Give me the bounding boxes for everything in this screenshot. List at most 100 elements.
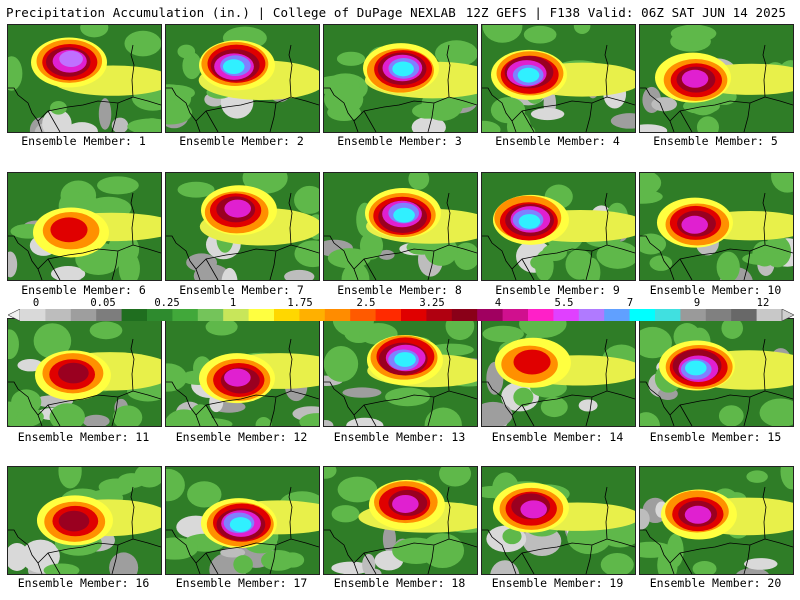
precip-map xyxy=(324,25,477,132)
precip-colorbar xyxy=(8,309,794,321)
precip-map xyxy=(166,25,319,132)
precip-field xyxy=(166,467,319,574)
precip-map xyxy=(640,467,793,574)
precip-map xyxy=(324,467,477,574)
ensemble-member-label: Ensemble Member: 5 xyxy=(653,134,778,148)
colorbar-tick-label: 7 xyxy=(626,297,634,309)
precip-field xyxy=(640,173,793,280)
coastline-outline xyxy=(166,44,319,132)
colorbar-swatch xyxy=(350,309,377,321)
coastline-outline xyxy=(166,486,319,574)
colorbar-tick-label: 0 xyxy=(32,297,40,309)
colorbar-swatch xyxy=(477,309,504,321)
coastline-outline xyxy=(482,192,635,280)
precip-map xyxy=(166,467,319,574)
colorbar-left-arrow xyxy=(8,309,21,321)
colorbar-tick-label: 1 xyxy=(229,297,237,309)
colorbar-swatch xyxy=(731,309,758,321)
ensemble-member-label: Ensemble Member: 1 xyxy=(21,134,146,148)
precip-map xyxy=(640,25,793,132)
precip-map xyxy=(640,319,793,426)
ensemble-map-panel xyxy=(165,318,320,427)
colorbar-swatch xyxy=(147,309,173,321)
ensemble-member-label: Ensemble Member: 15 xyxy=(649,430,782,444)
precip-field xyxy=(640,319,793,426)
ensemble-map-panel xyxy=(165,24,320,133)
ensemble-member-label: Ensemble Member: 3 xyxy=(337,134,462,148)
precip-field xyxy=(8,173,161,280)
precip-field xyxy=(482,319,635,426)
ensemble-map-panel xyxy=(165,466,320,575)
ensemble-member-label: Ensemble Member: 13 xyxy=(333,430,466,444)
colorbar-swatch xyxy=(629,309,656,321)
precip-map xyxy=(324,173,477,280)
colorbar-swatch xyxy=(70,309,97,321)
colorbar-swatch xyxy=(578,309,605,321)
coastline-outline xyxy=(166,338,319,426)
precip-field xyxy=(8,467,161,574)
ensemble-member-label: Ensemble Member: 9 xyxy=(495,283,620,297)
colorbar-swatch xyxy=(121,309,148,321)
ensemble-map-panel xyxy=(481,172,636,281)
colorbar-tick-label: 2.5 xyxy=(356,297,376,309)
precip-map xyxy=(8,467,161,574)
ensemble-map-panel xyxy=(639,24,794,133)
ensemble-map-panel xyxy=(323,318,478,427)
coastline-outline xyxy=(8,192,161,280)
colorbar-swatch xyxy=(680,309,707,321)
colorbar-swatch xyxy=(553,309,580,321)
coastline-outline xyxy=(324,44,477,132)
colorbar-swatch xyxy=(401,309,427,321)
colorbar-tick-label: 0.05 xyxy=(90,297,116,309)
colorbar-swatch xyxy=(20,309,46,321)
precip-field xyxy=(324,319,477,426)
colorbar-tick-label: 5.5 xyxy=(554,297,574,309)
colorbar-swatch xyxy=(248,309,275,321)
ensemble-map-panel xyxy=(165,172,320,281)
precip-map xyxy=(640,173,793,280)
ensemble-member-label: Ensemble Member: 14 xyxy=(491,430,624,444)
precip-map xyxy=(482,319,635,426)
ensemble-member-label: Ensemble Member: 12 xyxy=(175,430,308,444)
coastline-outline xyxy=(640,192,793,280)
colorbar-swatch xyxy=(502,309,529,321)
precip-map xyxy=(482,467,635,574)
ensemble-member-label: Ensemble Member: 2 xyxy=(179,134,304,148)
coastline-outline xyxy=(482,338,635,426)
precip-map xyxy=(166,319,319,426)
coastline-outline xyxy=(640,338,793,426)
precip-map xyxy=(482,25,635,132)
colorbar-swatch xyxy=(604,309,631,321)
colorbar-swatch xyxy=(223,309,250,321)
precip-map xyxy=(166,173,319,280)
precip-field xyxy=(8,319,161,426)
ensemble-member-label: Ensemble Member: 20 xyxy=(649,576,782,590)
precip-field xyxy=(8,25,161,132)
precip-field xyxy=(482,467,635,574)
colorbar-swatch xyxy=(426,309,453,321)
ensemble-member-label: Ensemble Member: 16 xyxy=(17,576,150,590)
ensemble-member-label: Ensemble Member: 11 xyxy=(17,430,150,444)
coastline-outline xyxy=(166,192,319,280)
coastline-outline xyxy=(324,338,477,426)
ensemble-map-panel xyxy=(323,466,478,575)
precip-field xyxy=(324,173,477,280)
colorbar-swatch xyxy=(197,309,224,321)
ensemble-member-label: Ensemble Member: 17 xyxy=(175,576,308,590)
precip-map xyxy=(482,173,635,280)
precip-field xyxy=(640,467,793,574)
precip-field xyxy=(166,25,319,132)
colorbar-swatch xyxy=(655,309,681,321)
colorbar-tick-label: 9 xyxy=(693,297,701,309)
colorbar-swatch xyxy=(45,309,72,321)
colorbar-tick-label: 3.25 xyxy=(419,297,445,309)
ensemble-member-label: Ensemble Member: 4 xyxy=(495,134,620,148)
ensemble-member-label: Ensemble Member: 7 xyxy=(179,283,304,297)
coastline-outline xyxy=(640,44,793,132)
ensemble-map-panel xyxy=(639,172,794,281)
coastline-outline xyxy=(8,486,161,574)
coastline-outline xyxy=(324,192,477,280)
ensemble-map-panel xyxy=(7,318,162,427)
precip-map xyxy=(8,319,161,426)
precip-map xyxy=(8,173,161,280)
